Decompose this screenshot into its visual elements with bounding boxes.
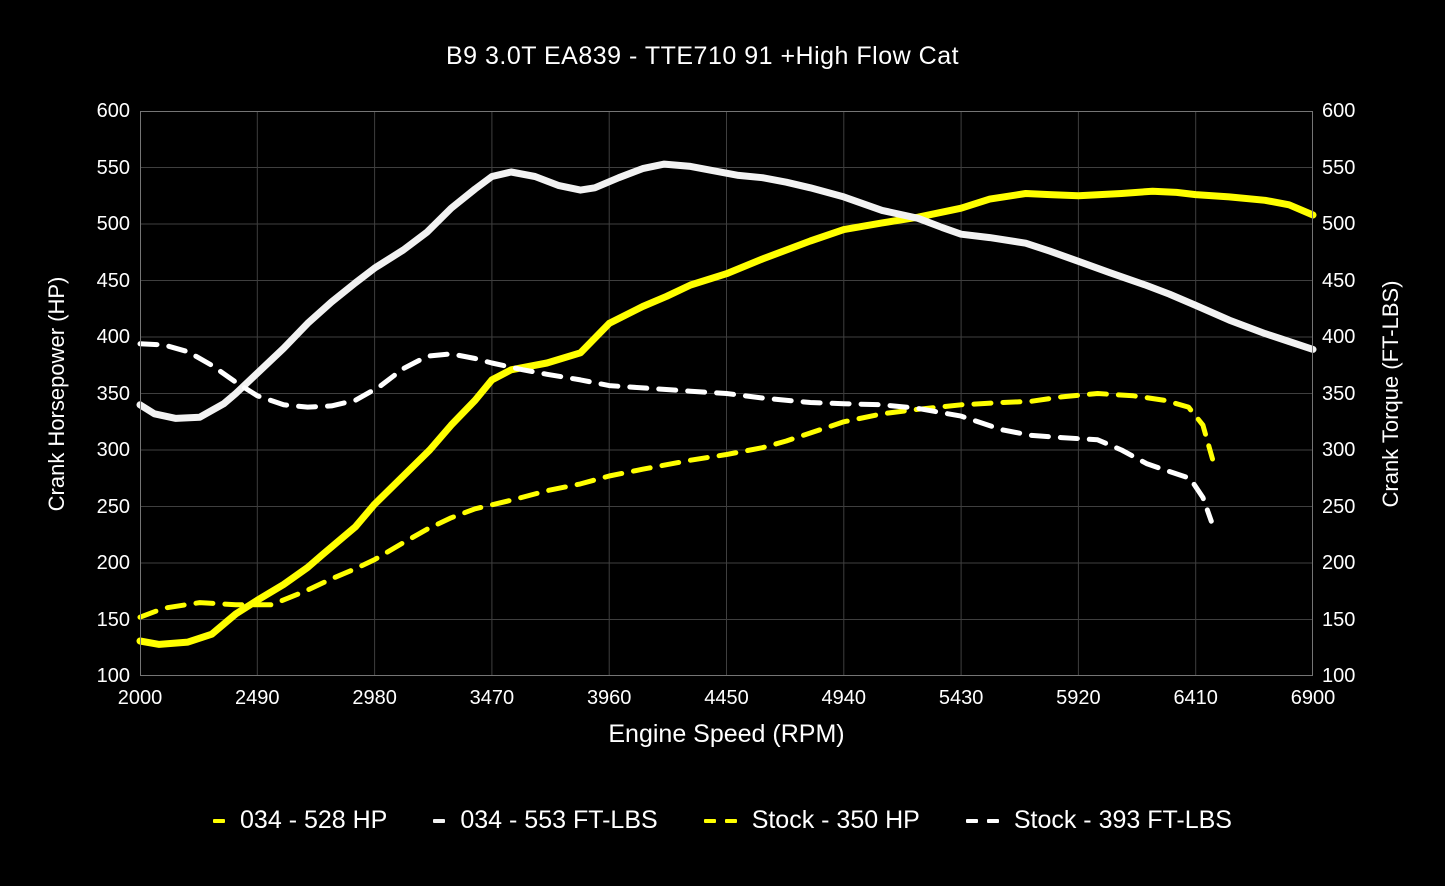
y-tick-left: 450 xyxy=(96,269,130,292)
y-tick-left: 100 xyxy=(96,665,130,687)
legend-item-stock-hp: Stock - 350 HP xyxy=(703,806,920,835)
y-tick-right: 450 xyxy=(1322,269,1356,292)
x-tick: 2980 xyxy=(352,687,397,709)
y-tick-left: 250 xyxy=(96,495,130,518)
y-tick-left: 150 xyxy=(96,608,130,631)
x-tick: 6410 xyxy=(1173,687,1218,709)
legend-label-stock-tq: Stock - 393 FT-LBS xyxy=(1013,806,1232,834)
y-tick-left: 300 xyxy=(96,439,130,461)
x-tick: 4940 xyxy=(821,687,867,709)
chart-title: B9 3.0T EA839 - TTE710 91 +High Flow Cat xyxy=(445,42,960,70)
legend-label-stock-hp: Stock - 350 HP xyxy=(751,806,920,834)
legend: 034 - 528 HP 034 - 553 FT-LBS Stock - 350 … xyxy=(0,806,1445,835)
legend-dash xyxy=(703,818,716,823)
y-tick-left: 500 xyxy=(96,213,130,235)
curve-stock-hp xyxy=(137,391,1215,620)
legend-item-stock-tq: Stock - 393 FT-LBS xyxy=(965,806,1232,835)
legend-dash xyxy=(724,818,737,823)
x-tick: 5920 xyxy=(1056,687,1101,709)
legend-line-stock-tq xyxy=(965,818,999,823)
y-tick-right: 300 xyxy=(1322,439,1356,461)
y-tick-right: 200 xyxy=(1322,552,1356,574)
x-tick: 6900 xyxy=(1290,687,1336,709)
y-tick-right: 350 xyxy=(1322,382,1356,405)
x-axis-label: Engine Speed (RPM) xyxy=(608,720,845,748)
curve-034-tq xyxy=(136,160,1317,422)
legend-dash xyxy=(433,818,446,823)
legend-dash xyxy=(965,818,978,823)
y-tick-right: 400 xyxy=(1322,326,1356,348)
y-tick-right: 150 xyxy=(1322,608,1356,631)
y-tick-left: 200 xyxy=(96,552,130,574)
y-tick-right: 550 xyxy=(1322,156,1356,179)
legend-item-034-hp: 034 - 528 HP xyxy=(213,806,387,835)
legend-line-034-tq xyxy=(433,818,446,823)
y-tick-left: 550 xyxy=(96,156,130,179)
legend-label-034-hp: 034 - 528 HP xyxy=(240,806,388,834)
x-tick: 5430 xyxy=(938,687,984,709)
y-tick-left: 600 xyxy=(96,100,130,122)
legend-label-034-tq: 034 - 553 FT-LBS xyxy=(460,806,658,834)
legend-item-034-tq: 034 - 553 FT-LBS xyxy=(433,806,658,835)
curve-stock-tq xyxy=(137,341,1214,524)
x-tick: 2490 xyxy=(235,687,280,709)
plot-svg xyxy=(136,111,1317,676)
x-tick: 4450 xyxy=(704,687,749,709)
curve-034-hp xyxy=(136,187,1317,648)
legend-line-034-hp xyxy=(213,818,226,823)
y-tick-right: 100 xyxy=(1322,665,1356,687)
y-tick-right: 600 xyxy=(1322,100,1356,122)
plot-border xyxy=(140,111,1313,676)
legend-dash xyxy=(213,818,226,823)
y-tick-right: 250 xyxy=(1322,495,1356,518)
x-tick: 2000 xyxy=(117,687,163,709)
y-tick-left: 400 xyxy=(96,326,130,348)
plot-area xyxy=(136,111,1317,676)
legend-line-stock-hp xyxy=(703,818,737,823)
y-tick-left: 350 xyxy=(96,382,130,405)
x-tick: 3960 xyxy=(586,687,632,709)
y-tick-right: 500 xyxy=(1322,213,1356,235)
x-tick: 3470 xyxy=(469,687,515,709)
legend-dash xyxy=(986,818,999,823)
